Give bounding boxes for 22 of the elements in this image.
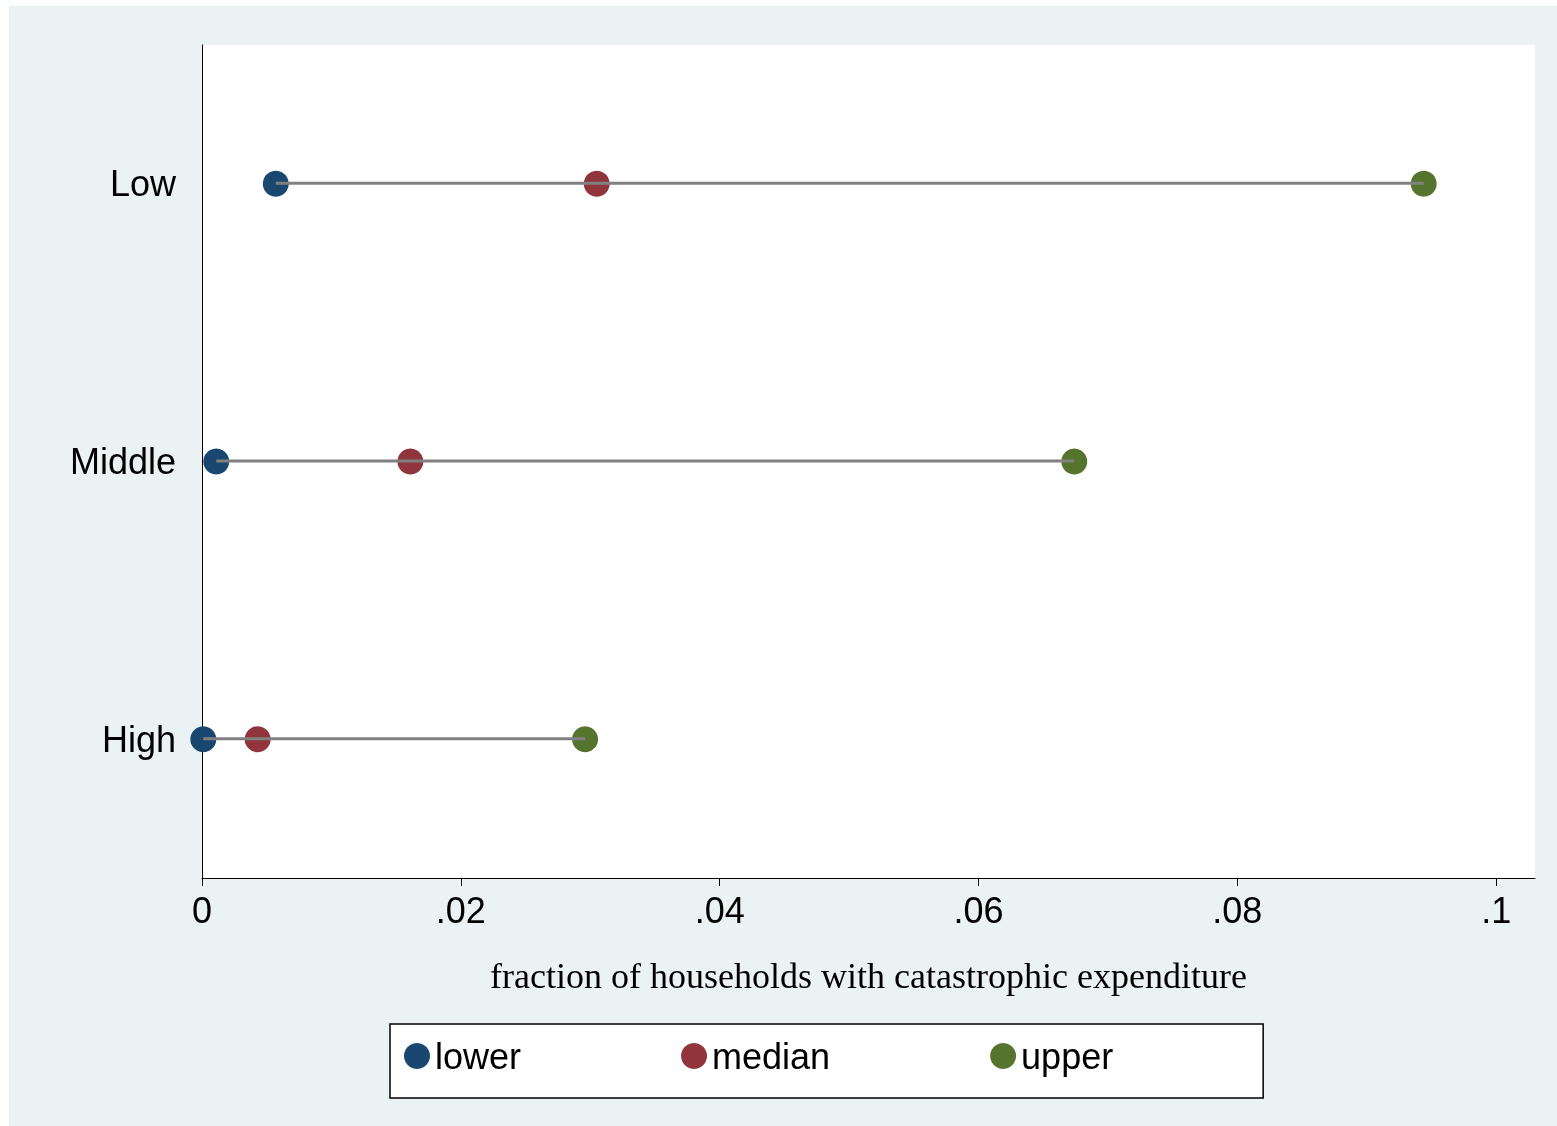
y-tick-label: Low [109,163,177,205]
point [572,726,599,753]
point [1061,448,1088,475]
point [190,726,217,753]
y-tick-label: High [101,718,176,760]
x-tick-label: .04 [694,889,745,931]
x-tick-label: .06 [953,889,1004,931]
x-tick-label: 0 [191,889,213,931]
legend-label: median [712,1035,831,1077]
legend-label: lower [435,1035,522,1077]
x-tick-label: .08 [1212,889,1263,931]
x-tick-label: .02 [435,889,486,931]
x-axis-title: fraction of households with catastrophic expenditure [490,956,1247,996]
y-tick-label: Middle [69,441,176,482]
point [203,448,230,475]
bar [203,737,586,741]
bar [216,459,1075,463]
point [1410,170,1437,197]
x-tick-label: .1 [1481,889,1512,931]
point [262,170,289,197]
legend-label: upper [1021,1035,1114,1077]
bar [275,181,1424,185]
